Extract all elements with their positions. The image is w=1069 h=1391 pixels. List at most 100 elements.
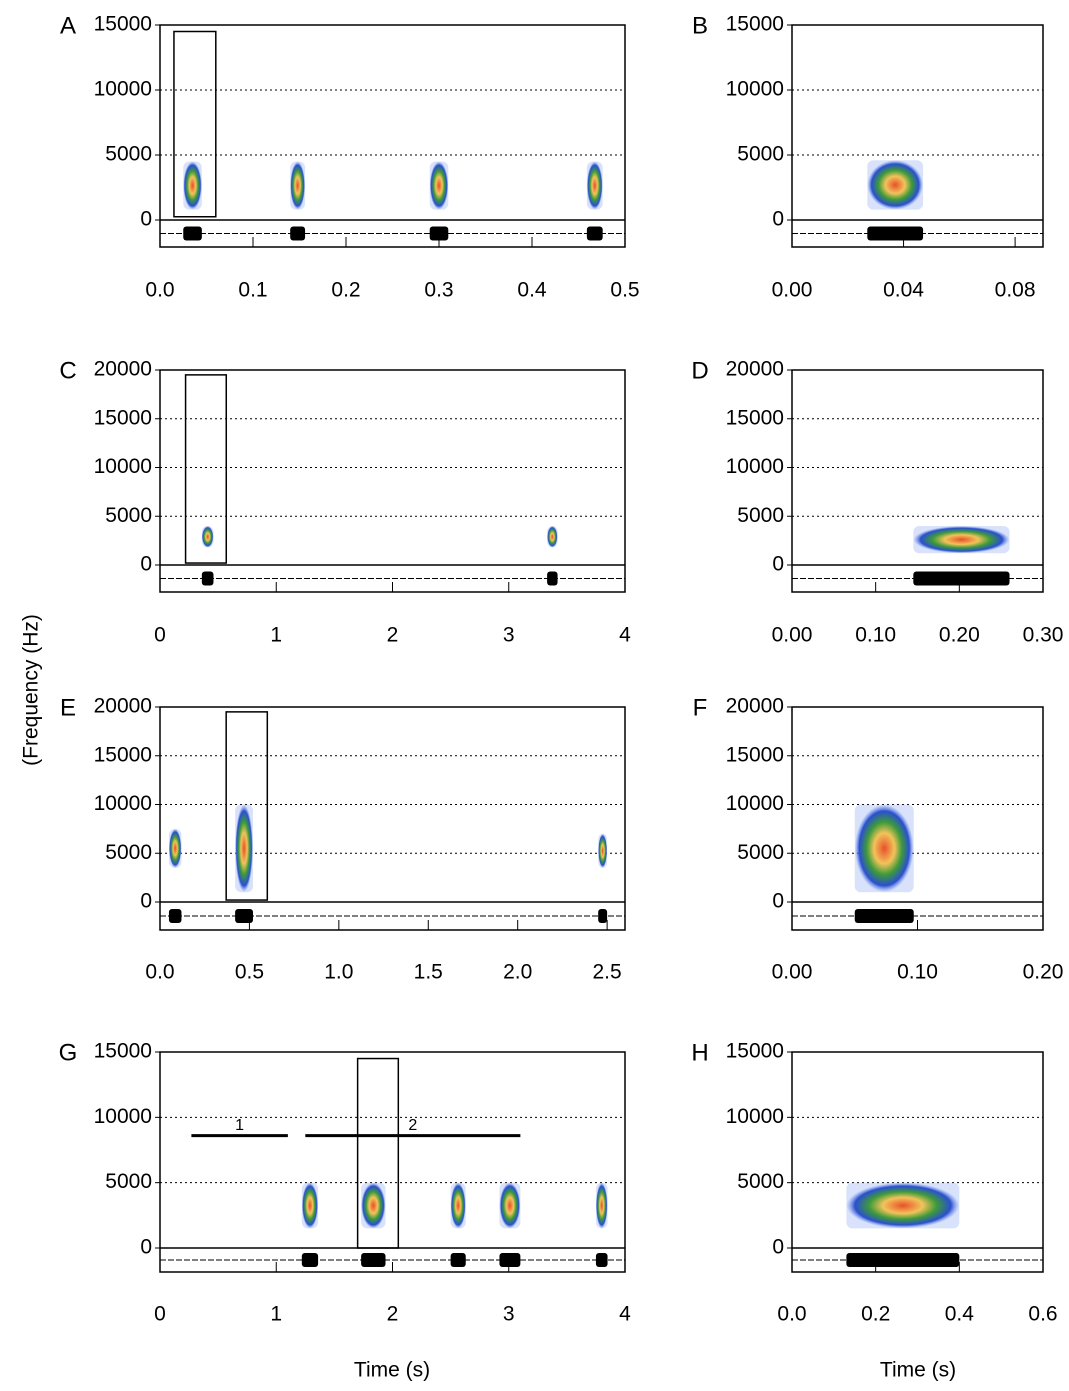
x-tick-label: 0.00 — [772, 624, 813, 647]
x-tick-label: 0.4 — [517, 279, 547, 302]
call — [235, 804, 253, 893]
y-tick-label: 5000 — [105, 1170, 152, 1193]
call — [361, 1182, 386, 1229]
x-tick-label: 1 — [270, 624, 282, 647]
panel-frame — [159, 706, 626, 931]
panel-frame — [791, 706, 1044, 931]
x-tick-label: 0.4 — [945, 1303, 975, 1326]
y-tick-label: 15000 — [94, 13, 152, 36]
waveform — [846, 1253, 960, 1267]
waveform — [867, 226, 924, 241]
call — [547, 526, 558, 548]
call — [201, 526, 214, 548]
call — [846, 1182, 960, 1229]
call — [586, 161, 603, 210]
panel-label: H — [691, 1039, 708, 1066]
x-tick-label: 0.3 — [424, 279, 453, 302]
waveform — [429, 226, 449, 241]
x-tick-label: 0 — [154, 624, 166, 647]
call — [450, 1182, 466, 1229]
phrase-label: 1 — [235, 1117, 244, 1134]
x-tick-label: 0.10 — [855, 624, 896, 647]
x-tick-label: 0.20 — [939, 624, 980, 647]
y-tick-label: 5000 — [737, 143, 784, 166]
call — [429, 161, 449, 210]
x-tick-label: 0.6 — [1028, 1303, 1057, 1326]
panel-label: F — [693, 694, 708, 721]
panel-label: C — [59, 357, 76, 384]
y-tick-label: 10000 — [726, 78, 784, 101]
x-tick-label: 2.0 — [503, 961, 532, 984]
x-tick-label: 0.1 — [238, 279, 267, 302]
waveform — [168, 909, 182, 923]
y-tick-label: 15000 — [94, 406, 152, 429]
call — [290, 161, 306, 210]
x-tick-label: 0.20 — [1023, 961, 1064, 984]
x-tick-label: 2 — [387, 1303, 399, 1326]
call — [301, 1182, 319, 1229]
y-tick-label: 10000 — [726, 1105, 784, 1128]
x-tick-label: 0.04 — [883, 279, 924, 302]
x-axis-title: Time (s) — [354, 1359, 430, 1382]
selection-box — [173, 30, 217, 218]
x-tick-label: 3 — [503, 624, 515, 647]
y-tick-label: 15000 — [726, 743, 784, 766]
call — [913, 526, 1010, 554]
panel-label: E — [60, 694, 76, 721]
x-tick-label: 0.0 — [145, 279, 174, 302]
y-tick-label: 0 — [772, 208, 784, 231]
y-tick-label: 15000 — [726, 13, 784, 36]
x-tick-label: 0.0 — [777, 1303, 806, 1326]
x-tick-label: 1.5 — [414, 961, 443, 984]
y-tick-label: 20000 — [94, 358, 152, 381]
y-tick-label: 0 — [772, 1236, 784, 1259]
y-tick-label: 0 — [772, 553, 784, 576]
panel-frame — [159, 369, 626, 593]
y-tick-label: 20000 — [726, 695, 784, 718]
y-tick-label: 0 — [140, 1236, 152, 1259]
y-tick-label: 5000 — [737, 841, 784, 864]
y-tick-label: 10000 — [726, 455, 784, 478]
x-tick-label: 0.08 — [995, 279, 1036, 302]
call — [595, 1182, 608, 1229]
call — [183, 161, 202, 210]
y-tick-label: 0 — [140, 208, 152, 231]
selection-box — [184, 374, 228, 564]
panel-frame — [791, 369, 1044, 593]
y-tick-label: 10000 — [94, 792, 152, 815]
x-tick-label: 0.2 — [861, 1303, 890, 1326]
call — [854, 804, 914, 893]
call — [867, 160, 924, 210]
y-tick-label: 10000 — [94, 78, 152, 101]
call — [598, 833, 608, 868]
x-tick-label: 0.00 — [772, 279, 813, 302]
x-axis-title: Time (s) — [880, 1359, 956, 1382]
x-tick-label: 0.5 — [235, 961, 264, 984]
y-tick-label: 20000 — [726, 358, 784, 381]
call — [168, 828, 182, 868]
x-tick-label: 4 — [619, 1303, 631, 1326]
y-tick-label: 5000 — [105, 143, 152, 166]
panel-frame — [159, 1051, 626, 1273]
x-tick-label: 4 — [619, 624, 631, 647]
y-tick-label: 15000 — [726, 406, 784, 429]
x-tick-label: 0.2 — [331, 279, 360, 302]
phrase-label: 2 — [408, 1117, 417, 1134]
y-tick-label: 5000 — [737, 504, 784, 527]
panel-label: G — [59, 1039, 78, 1066]
x-tick-label: 0.10 — [897, 961, 938, 984]
x-tick-label: 2 — [387, 624, 399, 647]
y-tick-label: 0 — [140, 890, 152, 913]
y-tick-label: 15000 — [94, 1040, 152, 1063]
y-tick-label: 5000 — [737, 1170, 784, 1193]
panel-frame — [791, 1051, 1044, 1273]
y-tick-label: 15000 — [726, 1040, 784, 1063]
y-tick-label: 20000 — [94, 695, 152, 718]
y-tick-label: 10000 — [94, 1105, 152, 1128]
y-tick-label: 10000 — [726, 792, 784, 815]
panel-label: B — [692, 12, 708, 39]
waveform — [201, 571, 214, 586]
x-tick-label: 0 — [154, 1303, 166, 1326]
y-tick-label: 0 — [772, 890, 784, 913]
